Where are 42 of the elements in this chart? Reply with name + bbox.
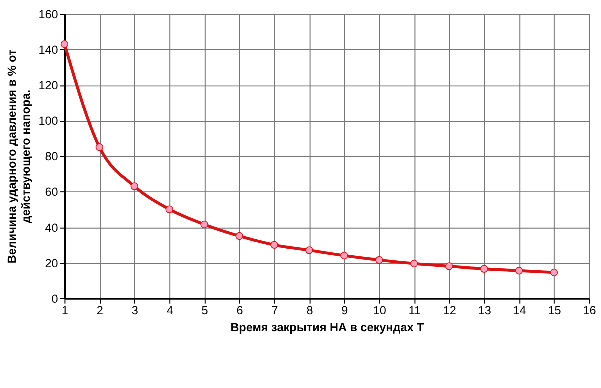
x-tick-label: 8 bbox=[306, 304, 314, 318]
point bbox=[236, 232, 244, 240]
point bbox=[200, 220, 208, 229]
point bbox=[270, 241, 278, 249]
point bbox=[306, 246, 314, 254]
point bbox=[446, 262, 454, 270]
point bbox=[166, 206, 174, 214]
x-tick-label: 6 bbox=[236, 304, 244, 318]
y-tick-label: 40 bbox=[45, 222, 59, 235]
x-tick-label: 10 bbox=[373, 304, 387, 318]
x-tick-label: 7 bbox=[272, 304, 278, 318]
point bbox=[515, 267, 524, 275]
x-tick-label: 5 bbox=[202, 304, 209, 318]
x-tick-label: 12 bbox=[443, 304, 456, 318]
x-tick-label: 1 bbox=[62, 304, 68, 318]
point bbox=[376, 256, 384, 264]
point bbox=[130, 182, 139, 190]
x-tick-label: 4 bbox=[166, 304, 174, 318]
point bbox=[96, 144, 104, 152]
y-tick-label: 100 bbox=[38, 115, 59, 128]
x-tick-label: 3 bbox=[132, 304, 139, 318]
x-axis-title: Время закрытия НА в секундах Т bbox=[230, 321, 426, 334]
y-axis-title: Величина ударного давления в % от действующего напора. bbox=[6, 50, 33, 264]
x-tick-label: 2 bbox=[96, 304, 104, 318]
y-tick-label: 0 bbox=[52, 292, 59, 306]
y-tick-label: 120 bbox=[38, 80, 59, 93]
x-tick-label: 14 bbox=[513, 304, 527, 318]
x-tick-label: 11 bbox=[408, 304, 421, 318]
y-tick-label: 80 bbox=[45, 150, 59, 164]
point bbox=[60, 40, 69, 48]
point bbox=[480, 265, 488, 273]
x-tick-label: 15 bbox=[548, 304, 562, 318]
y-tick-label: 60 bbox=[45, 186, 59, 200]
x-tick-label: 13 bbox=[478, 304, 492, 318]
y-tick-label: 20 bbox=[45, 257, 59, 270]
point bbox=[340, 252, 348, 260]
y-tick-label: 140 bbox=[38, 44, 59, 58]
point bbox=[410, 260, 418, 268]
point bbox=[550, 268, 558, 277]
y-tick-label: 160 bbox=[38, 8, 59, 22]
x-tick-label: 9 bbox=[342, 304, 348, 318]
x-tick-label: 16 bbox=[583, 304, 597, 318]
